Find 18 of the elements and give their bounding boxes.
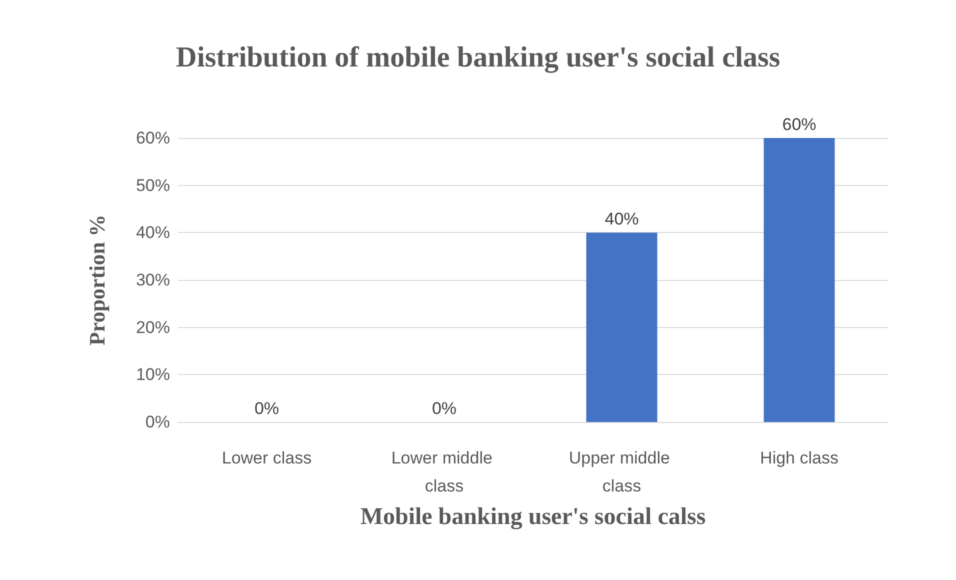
- y-axis-title: Proportion %: [84, 214, 110, 346]
- x-axis-title: Mobile banking user's social calss: [360, 504, 706, 530]
- y-tick-label: 0%: [145, 412, 170, 432]
- data-label: 60%: [782, 115, 816, 134]
- data-label: 0%: [254, 399, 280, 418]
- x-tick-label: Lower class: [222, 448, 312, 468]
- data-label: 0%: [432, 399, 457, 418]
- x-tick-label: Lower middle class: [391, 448, 498, 496]
- x-tick-label: Upper middle class: [568, 448, 675, 496]
- y-tick-label: 20%: [136, 318, 170, 337]
- y-tick-label: 60%: [136, 128, 170, 148]
- x-tick-label: High class: [760, 448, 838, 468]
- y-tick-label: 10%: [136, 365, 170, 384]
- y-tick-label: 40%: [136, 223, 170, 242]
- data-label: 40%: [604, 210, 639, 229]
- chart-title: Distribution of mobile banking user's social class: [176, 42, 780, 74]
- y-tick-label: 50%: [136, 176, 170, 195]
- y-tick-label: 30%: [136, 270, 170, 290]
